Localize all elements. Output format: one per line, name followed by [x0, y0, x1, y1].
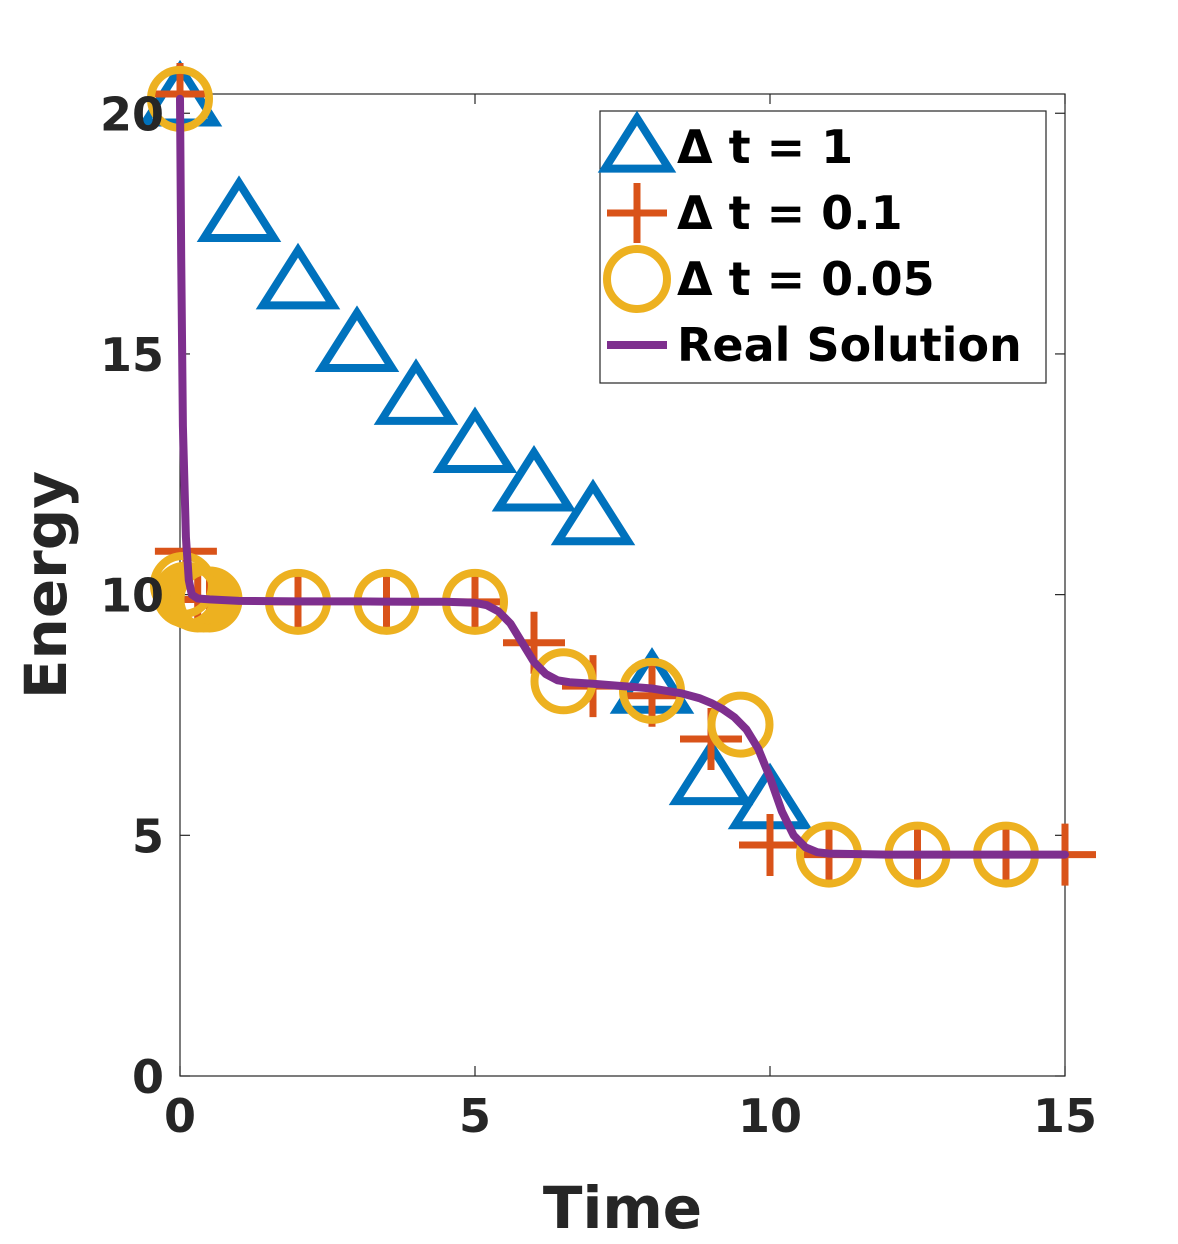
- x-tick-label: 0: [164, 1089, 196, 1143]
- y-tick-label: 5: [132, 809, 164, 863]
- legend-label: Δ t = 0.05: [677, 252, 935, 306]
- x-tick-label: 10: [738, 1089, 802, 1143]
- x-tick-label: 15: [1033, 1089, 1097, 1143]
- y-tick-label: 15: [100, 328, 164, 382]
- legend-item: Δ t = 0.05: [603, 245, 935, 313]
- triangle-marker: [314, 305, 400, 372]
- y-tick-label: 20: [100, 87, 164, 141]
- legend: Δ t = 1 Δ t = 0.1 Δ t = 0.05 Real Solution: [597, 110, 1047, 384]
- circle-marker: [707, 691, 774, 758]
- legend-item: Real Solution: [607, 318, 1022, 372]
- triangle-marker: [597, 110, 677, 173]
- circle-marker: [603, 245, 671, 313]
- legend-label: Δ t = 1: [677, 120, 853, 174]
- legend-label: Real Solution: [677, 318, 1022, 372]
- legend-box: [599, 110, 1047, 384]
- y-axis-label: Energy: [12, 471, 80, 699]
- y-tick-label: 10: [100, 569, 164, 623]
- x-axis-label: Time: [543, 1174, 702, 1242]
- triangle-marker: [196, 175, 282, 242]
- series-3: [176, 94, 1069, 859]
- triangle-marker: [432, 406, 518, 474]
- triangle-marker: [550, 478, 636, 546]
- tick-labels: 0 5 10 15 0 5 10 15 20: [100, 87, 1097, 1143]
- y-tick-label: 0: [132, 1050, 164, 1104]
- plus-marker: [607, 183, 667, 243]
- legend-item: Δ t = 1: [597, 110, 853, 174]
- triangle-marker: [668, 738, 754, 806]
- plot-series: [137, 59, 1096, 888]
- plus-marker: [739, 813, 801, 876]
- triangle-marker: [373, 358, 459, 425]
- legend-label: Δ t = 0.1: [677, 186, 903, 240]
- x-tick-label: 5: [459, 1089, 491, 1143]
- legend-item: Δ t = 0.1: [607, 183, 903, 243]
- triangle-marker: [255, 242, 341, 310]
- real-solution-line: [176, 94, 1069, 859]
- triangle-marker: [491, 444, 577, 512]
